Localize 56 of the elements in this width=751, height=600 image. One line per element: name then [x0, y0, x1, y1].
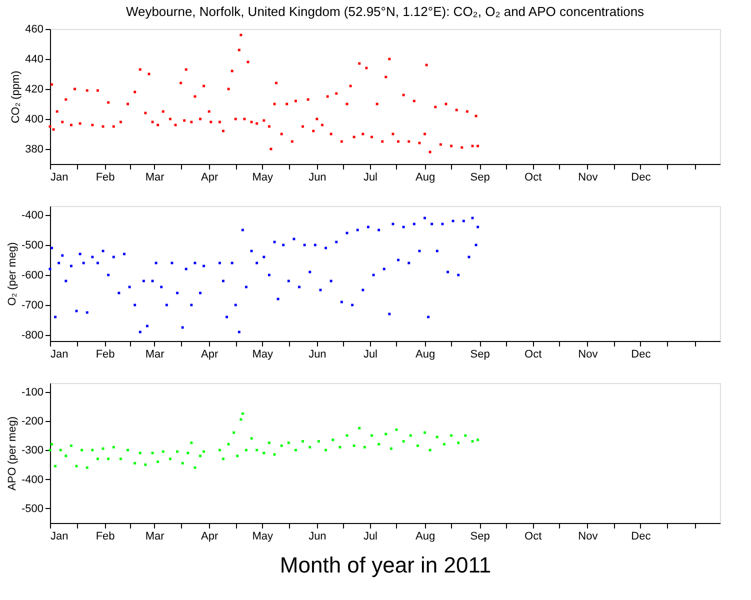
y-tick-label: -100 — [21, 386, 44, 398]
x-tick-label: Nov — [578, 348, 598, 360]
x-tick-label: Apr — [201, 348, 218, 360]
y-tick-label: -500 — [21, 240, 44, 252]
y-axis-title: CO₂ (ppm) — [10, 70, 22, 124]
x-tick-label: Apr — [201, 530, 218, 542]
x-tick-label: Oct — [524, 172, 542, 184]
x-tick-label: Sep — [470, 348, 490, 360]
x-tick-label: Aug — [415, 172, 436, 184]
y-tick-label: -400 — [21, 474, 44, 486]
y-tick-label: 420 — [25, 84, 44, 96]
y-tick-label: 400 — [25, 114, 44, 126]
y-tick-label: -300 — [21, 444, 44, 457]
y-tick-label: 440 — [25, 54, 44, 66]
x-tick-label: Aug — [415, 530, 436, 542]
x-tick-label: Mar — [145, 172, 165, 184]
x-tick-label: Jun — [308, 530, 326, 542]
x-tick-label: May — [252, 172, 274, 184]
x-tick-label: Feb — [96, 172, 115, 184]
x-tick-label: Jan — [50, 530, 68, 542]
chart-title: Weybourne, Norfolk, United Kingdom (52.95°N, 1.12°E): CO₂, O₂ and APO concentrations — [126, 4, 645, 19]
x-tick-label: Apr — [201, 172, 218, 184]
x-tick-label: Feb — [96, 530, 115, 542]
y-tick-label: -600 — [21, 270, 44, 282]
x-tick-label: Oct — [524, 348, 542, 360]
x-tick-label: Aug — [415, 348, 436, 360]
x-tick-label: Jul — [363, 530, 378, 542]
x-tick-label: Sep — [470, 172, 490, 184]
x-tick-label: Jan — [50, 348, 68, 360]
x-tick-label: Oct — [524, 530, 542, 542]
x-tick-label: Sep — [470, 530, 490, 542]
x-tick-label: Jun — [308, 348, 326, 360]
x-tick-label: May — [252, 348, 274, 360]
y-tick-label: 460 — [25, 24, 44, 36]
y-axis-title: O₂ (per meg) — [6, 242, 18, 306]
x-tick-label: Jan — [50, 172, 68, 184]
y-tick-label: -500 — [21, 502, 44, 515]
x-tick-label: Jul — [363, 172, 378, 184]
y-tick-label: -400 — [21, 210, 44, 222]
x-axis-title: Month of year in 2011 — [280, 552, 492, 578]
x-tick-label: Nov — [578, 530, 598, 542]
x-tick-label: Jul — [363, 348, 378, 360]
x-tick-label: Dec — [631, 172, 652, 184]
x-tick-label: Mar — [145, 348, 165, 360]
y-axis-title: APO (per meg) — [6, 416, 18, 490]
y-tick-label: -700 — [21, 300, 44, 312]
x-tick-label: Mar — [145, 530, 165, 542]
x-tick-label: Nov — [578, 172, 598, 184]
x-tick-label: Dec — [631, 530, 652, 542]
x-tick-label: Feb — [96, 348, 115, 360]
x-tick-label: Dec — [631, 348, 652, 360]
x-tick-label: May — [252, 530, 274, 542]
y-tick-label: -800 — [21, 330, 44, 342]
x-tick-label: Jun — [308, 172, 326, 184]
y-tick-label: -200 — [21, 415, 44, 428]
y-tick-label: 380 — [25, 144, 44, 156]
